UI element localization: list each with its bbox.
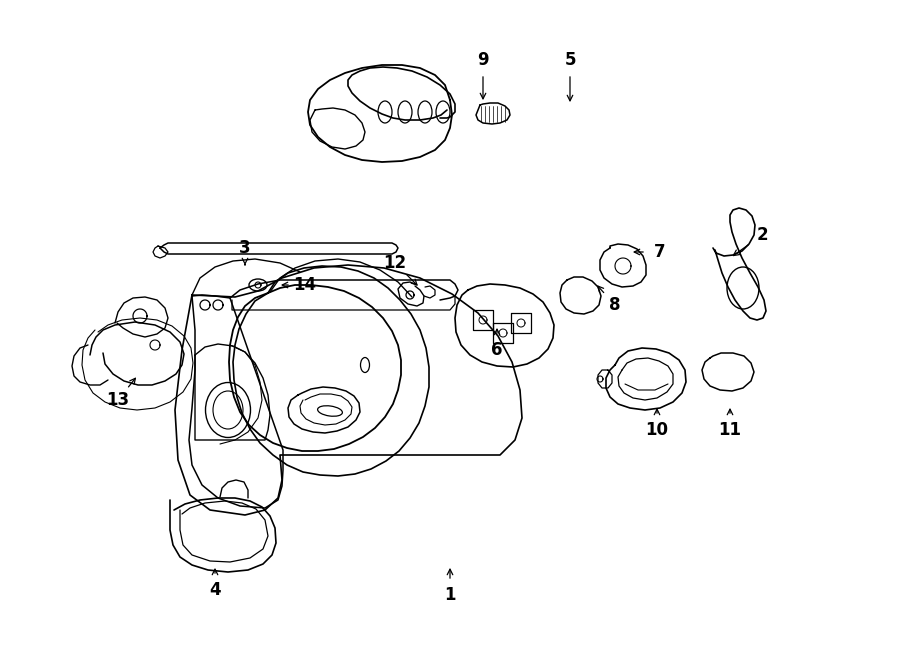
Text: 9: 9 bbox=[477, 51, 489, 69]
Text: 14: 14 bbox=[293, 276, 317, 294]
Text: 6: 6 bbox=[491, 341, 503, 359]
Text: 5: 5 bbox=[564, 51, 576, 69]
Text: 10: 10 bbox=[645, 421, 669, 439]
Text: 12: 12 bbox=[383, 254, 407, 272]
Text: 2: 2 bbox=[756, 226, 768, 244]
Text: 13: 13 bbox=[106, 391, 130, 409]
Text: 7: 7 bbox=[654, 243, 666, 261]
Text: 3: 3 bbox=[239, 239, 251, 257]
Text: 1: 1 bbox=[445, 586, 455, 604]
Text: 4: 4 bbox=[209, 581, 220, 599]
Text: 8: 8 bbox=[609, 296, 621, 314]
Text: 11: 11 bbox=[718, 421, 742, 439]
